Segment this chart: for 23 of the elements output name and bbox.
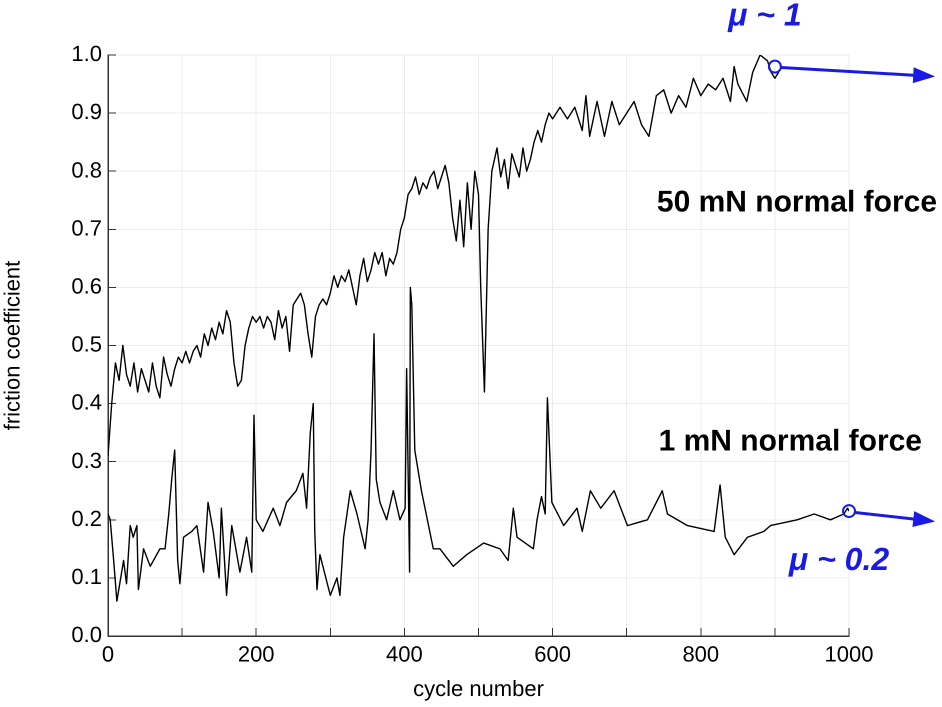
x-tick-label: 800 xyxy=(682,641,720,666)
y-tick-label: 0.8 xyxy=(71,157,102,182)
x-tick-label: 0 xyxy=(102,641,114,666)
annotation: μ ~ 0.2 xyxy=(788,540,890,577)
y-tick-label: 1.0 xyxy=(71,41,102,66)
annotation: μ ~ 1 xyxy=(727,0,802,32)
x-tick-label: 400 xyxy=(386,641,423,666)
y-tick-label: 0.7 xyxy=(71,215,102,240)
x-axis-title: cycle number xyxy=(413,676,544,701)
y-tick-label: 0.9 xyxy=(71,99,102,124)
y-tick-label: 0.2 xyxy=(71,506,102,531)
y-tick-label: 0.5 xyxy=(71,332,102,357)
y-tick-label: 0.4 xyxy=(71,390,102,415)
series-label: 50 mN normal force xyxy=(656,185,937,218)
x-tick-label: 1000 xyxy=(824,641,874,666)
y-tick-label: 0.6 xyxy=(71,273,102,298)
y-tick-label: 0.0 xyxy=(71,622,102,648)
y-tick-label: 0.3 xyxy=(71,448,102,473)
series-label: 1 mN normal force xyxy=(658,424,922,458)
x-tick-label: 200 xyxy=(238,641,275,666)
y-axis-title: friction coefficient xyxy=(0,260,24,430)
y-tick-label: 0.1 xyxy=(71,564,102,589)
x-tick-label: 600 xyxy=(534,641,571,666)
